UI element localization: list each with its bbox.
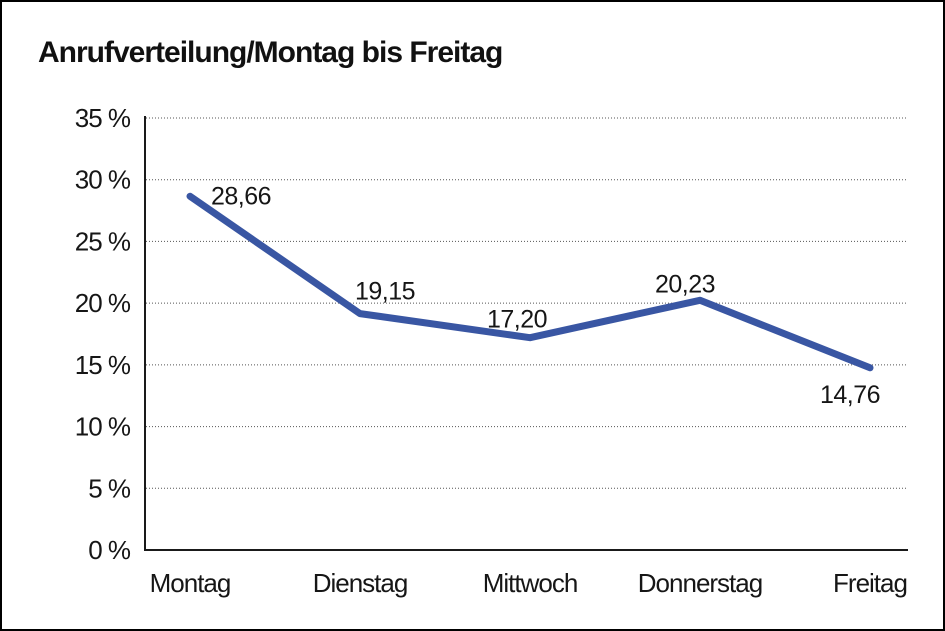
y-tick-label: 15 %	[75, 350, 131, 380]
data-line-series	[186, 192, 874, 372]
y-tick-label: 10 %	[75, 412, 131, 442]
data-point-label: 20,23	[655, 270, 715, 298]
data-point-label: 28,66	[211, 182, 271, 210]
x-category-label: Donnerstag	[638, 568, 762, 598]
y-tick-label: 35 %	[75, 103, 131, 133]
y-tick-label: 0 %	[88, 535, 131, 565]
x-category-label: Montag	[150, 568, 231, 598]
data-point-label: 19,15	[355, 278, 415, 306]
x-category-label: Dienstag	[313, 568, 408, 598]
y-tick-label: 30 %	[75, 165, 131, 195]
x-category-label: Mittwoch	[483, 568, 578, 598]
data-point-label: 17,20	[487, 306, 547, 334]
y-tick-label: 5 %	[88, 473, 131, 503]
y-tick-label: 20 %	[75, 288, 131, 318]
chart-title: Anrufverteilung/Montag bis Freitag	[38, 36, 503, 69]
data-point-label: 14,76	[820, 381, 880, 409]
x-category-label: Freitag	[833, 568, 907, 598]
y-tick-label: 25 %	[75, 226, 131, 256]
